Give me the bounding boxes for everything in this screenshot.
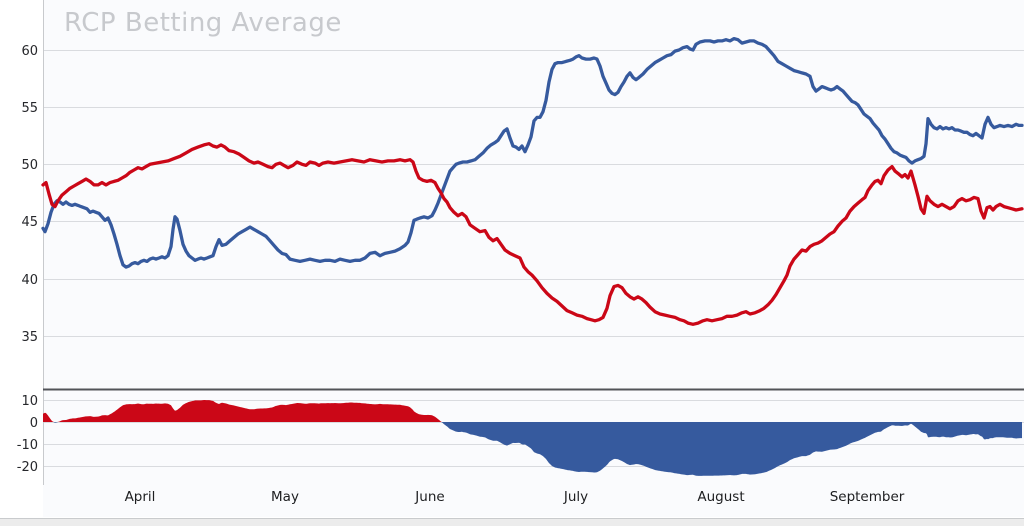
spread-area-negative [43, 422, 1022, 476]
y-axis-tick-label: 35 [21, 330, 38, 345]
y-axis-tick-label: 50 [21, 158, 38, 173]
x-axis-month-label: April [125, 489, 156, 505]
y-axis-tick-label: 55 [21, 101, 38, 116]
x-axis-month-label: June [414, 489, 444, 505]
x-axis-month-label: May [271, 489, 299, 505]
chart-title: RCP Betting Average [64, 8, 342, 38]
y-axis-tick-label: 45 [21, 215, 38, 230]
y-axis-tick-label: 40 [21, 273, 38, 288]
x-axis-month-label: August [697, 489, 744, 505]
spread-axis-tick-label: -10 [17, 438, 38, 453]
spread-axis-tick-label: 0 [30, 416, 38, 431]
y-axis-tick-label: 60 [21, 44, 38, 59]
bottom-scrollbar-track[interactable] [0, 518, 1024, 526]
spread-area-positive [43, 400, 1022, 422]
blue-series-line [41, 36, 1024, 269]
x-axis-month-label: September [830, 489, 905, 505]
red-series-line [41, 142, 1024, 326]
x-axis-month-label: July [563, 489, 588, 505]
spread-axis-tick-label: -20 [17, 460, 38, 475]
spread-axis-tick-label: 10 [21, 394, 38, 409]
